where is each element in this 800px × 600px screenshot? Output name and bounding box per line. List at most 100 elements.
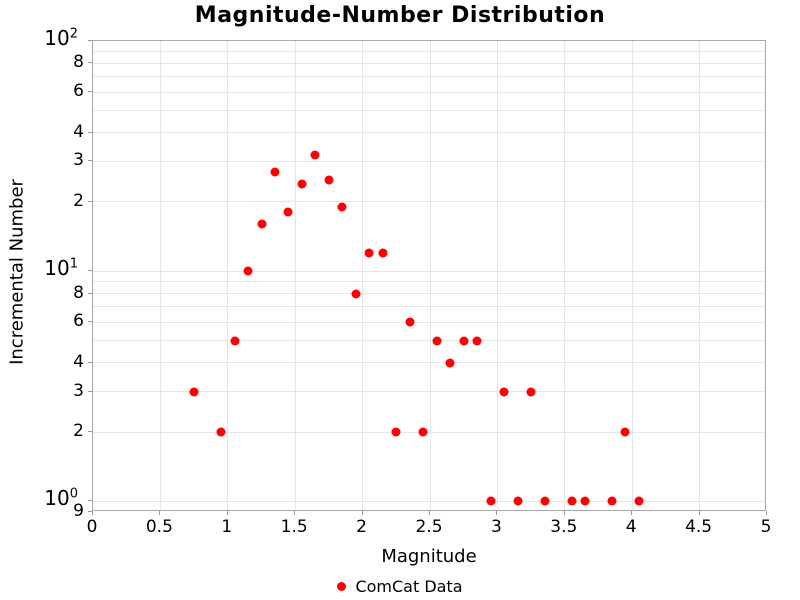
y-tick-mark: [88, 361, 92, 363]
scatter-point: [580, 496, 590, 506]
scatter-point: [283, 207, 293, 217]
y-tick-exponent: 0: [69, 486, 78, 502]
x-tick-label: 1.5: [280, 517, 308, 537]
gridline-horizontal: [93, 391, 765, 393]
x-tick-label: 4: [625, 517, 637, 537]
x-tick-mark: [159, 511, 161, 515]
gridline-horizontal: [93, 109, 765, 111]
gridline-vertical: [631, 41, 633, 510]
gridline-vertical: [496, 41, 498, 510]
y-tick-mark: [88, 131, 92, 133]
y-tick-label: 6: [73, 81, 84, 102]
scatter-point: [310, 150, 320, 160]
x-tick-label: 3.5: [550, 517, 578, 537]
x-tick-label: 2: [356, 517, 367, 537]
x-tick-mark: [563, 511, 565, 515]
legend-series-label: ComCat Data: [355, 577, 463, 596]
gridline-horizontal: [93, 281, 765, 283]
gridline-vertical: [429, 41, 431, 510]
gridline-vertical: [699, 41, 701, 510]
y-tick-mark: [88, 270, 92, 272]
x-tick-label: 3: [490, 517, 502, 537]
x-tick-mark: [631, 511, 633, 515]
scatter-point: [445, 358, 455, 368]
y-tick-label: 2: [73, 421, 84, 442]
y-tick-label-decade: 101: [44, 256, 78, 281]
y-tick-mark: [88, 160, 92, 162]
x-tick-label: 0: [86, 517, 98, 537]
gridline-horizontal: [93, 362, 765, 364]
x-tick-label: 5: [760, 517, 772, 537]
scatter-point: [324, 175, 334, 185]
y-tick-mark: [88, 390, 92, 392]
y-tick-label: 3: [73, 150, 84, 171]
gridline-vertical: [564, 41, 566, 510]
scatter-point: [620, 427, 630, 437]
gridline-horizontal: [93, 160, 765, 162]
scatter-point: [230, 336, 240, 346]
x-tick-mark: [294, 511, 296, 515]
y-tick-mark: [88, 292, 92, 294]
scatter-point: [486, 496, 496, 506]
y-tick-label: 6: [73, 311, 84, 332]
y-tick-mark: [88, 62, 92, 64]
y-tick-label: 8: [73, 282, 84, 303]
y-tick-exponent: 2: [69, 26, 78, 42]
y-axis-title: Incremental Number: [6, 179, 28, 365]
gridline-horizontal: [93, 340, 765, 342]
x-tick-label: 1: [221, 517, 233, 537]
gridline-horizontal: [93, 306, 765, 308]
y-tick-label: 9: [73, 501, 84, 521]
scatter-point: [418, 427, 428, 437]
gridline-horizontal: [93, 132, 765, 134]
y-tick-label: 8: [73, 52, 84, 73]
x-tick-mark: [361, 511, 363, 515]
gridline-vertical: [362, 41, 364, 510]
x-tick-mark: [226, 511, 228, 515]
gridline-horizontal: [93, 321, 765, 323]
scatter-point: [216, 427, 226, 437]
gridline-horizontal: [93, 293, 765, 295]
y-tick-label: 4: [73, 351, 84, 372]
scatter-point: [257, 219, 266, 229]
scatter-point: [270, 167, 280, 177]
scatter-point: [634, 496, 644, 506]
scatter-point: [405, 317, 415, 327]
scatter-point: [567, 496, 577, 506]
scatter-point: [189, 387, 199, 397]
gridline-vertical: [227, 41, 229, 510]
x-tick-mark: [429, 511, 430, 515]
chart-title: Magnitude-Number Distribution: [194, 3, 606, 28]
plot-area: [92, 40, 766, 511]
x-tick-mark: [698, 511, 700, 515]
scatter-point: [378, 248, 388, 258]
gridline-horizontal: [93, 51, 765, 53]
y-tick-mark: [88, 500, 92, 502]
y-tick-label: 2: [73, 190, 84, 211]
scatter-point: [526, 387, 536, 397]
gridline-horizontal: [93, 431, 765, 433]
legend-marker-icon: [337, 582, 347, 591]
x-tick-label: 0.5: [145, 517, 173, 537]
gridline-vertical: [159, 41, 161, 510]
gridline-horizontal: [93, 201, 765, 203]
y-tick-mark: [88, 511, 92, 512]
gridline-horizontal: [93, 500, 765, 502]
x-tick-label: 2.5: [415, 517, 443, 537]
gridline-horizontal: [93, 270, 765, 272]
y-tick-exponent: 1: [69, 256, 78, 272]
y-tick-label: 4: [73, 121, 84, 142]
scatter-point: [297, 179, 307, 189]
scatter-point: [513, 496, 523, 506]
gridline-horizontal: [93, 62, 765, 64]
y-tick-mark: [88, 40, 92, 41]
x-axis-title: Magnitude: [381, 546, 477, 567]
scatter-point: [391, 427, 401, 437]
x-tick-label: 4.5: [685, 517, 713, 537]
gridline-horizontal: [93, 76, 765, 78]
scatter-point: [472, 336, 482, 346]
y-tick-mark: [88, 431, 92, 433]
scatter-point: [243, 266, 253, 276]
gridline-horizontal: [93, 91, 765, 93]
